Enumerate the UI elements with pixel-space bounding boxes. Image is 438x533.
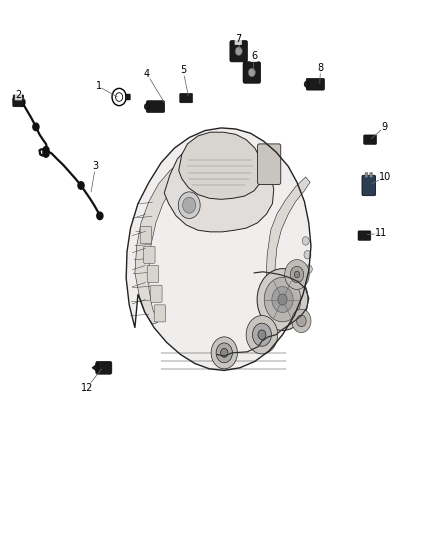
FancyBboxPatch shape (13, 98, 24, 107)
Circle shape (97, 212, 103, 220)
Text: 11: 11 (375, 229, 387, 238)
Text: 8: 8 (318, 63, 324, 73)
Circle shape (290, 266, 304, 282)
Polygon shape (135, 163, 183, 324)
FancyBboxPatch shape (147, 265, 159, 282)
FancyBboxPatch shape (180, 93, 193, 103)
FancyBboxPatch shape (306, 78, 325, 90)
Circle shape (43, 147, 49, 154)
FancyBboxPatch shape (13, 95, 24, 103)
Text: 9: 9 (381, 122, 388, 132)
Text: 12: 12 (81, 383, 93, 393)
Text: 7: 7 (235, 35, 241, 44)
Text: 2: 2 (15, 90, 21, 100)
Circle shape (304, 81, 309, 87)
Circle shape (272, 287, 293, 312)
Circle shape (257, 269, 308, 330)
Circle shape (221, 349, 228, 357)
Circle shape (252, 323, 272, 346)
Text: 4: 4 (144, 69, 150, 78)
Text: 3: 3 (92, 161, 99, 171)
Circle shape (19, 99, 25, 106)
Circle shape (278, 294, 287, 305)
Circle shape (258, 330, 266, 340)
Circle shape (305, 265, 312, 273)
Polygon shape (164, 141, 274, 232)
Text: 5: 5 (180, 66, 186, 75)
Circle shape (304, 251, 311, 259)
Polygon shape (92, 364, 98, 372)
FancyBboxPatch shape (370, 173, 373, 177)
Circle shape (297, 315, 306, 327)
FancyBboxPatch shape (362, 175, 376, 196)
FancyBboxPatch shape (151, 285, 162, 302)
Circle shape (43, 150, 49, 157)
FancyBboxPatch shape (146, 101, 165, 112)
FancyBboxPatch shape (144, 246, 155, 263)
FancyBboxPatch shape (140, 227, 152, 244)
FancyBboxPatch shape (230, 41, 247, 62)
Polygon shape (126, 128, 311, 370)
Circle shape (246, 316, 278, 354)
Circle shape (264, 277, 301, 322)
Circle shape (248, 68, 255, 77)
FancyBboxPatch shape (365, 173, 368, 177)
FancyBboxPatch shape (258, 144, 281, 184)
FancyBboxPatch shape (125, 94, 130, 100)
FancyBboxPatch shape (154, 305, 166, 322)
FancyBboxPatch shape (96, 361, 112, 374)
Circle shape (294, 271, 300, 278)
Circle shape (302, 237, 309, 245)
FancyBboxPatch shape (358, 231, 371, 240)
Polygon shape (179, 132, 263, 199)
Text: 6: 6 (251, 52, 257, 61)
FancyBboxPatch shape (243, 62, 261, 83)
FancyBboxPatch shape (364, 135, 377, 144)
Circle shape (211, 337, 237, 369)
Circle shape (144, 103, 149, 110)
Text: 1: 1 (95, 82, 102, 91)
Polygon shape (266, 177, 310, 305)
Circle shape (216, 343, 233, 363)
Text: 10: 10 (379, 172, 392, 182)
Circle shape (292, 309, 311, 333)
Circle shape (33, 123, 39, 131)
Circle shape (183, 197, 196, 213)
Circle shape (78, 182, 84, 189)
Circle shape (235, 47, 242, 55)
Circle shape (285, 260, 309, 289)
Circle shape (178, 192, 200, 219)
